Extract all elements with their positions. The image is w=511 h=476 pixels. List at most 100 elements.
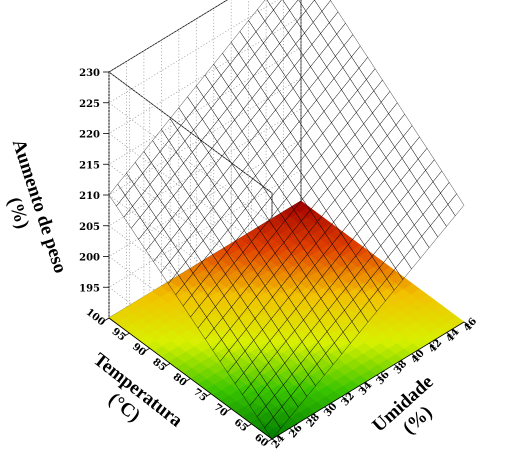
surface-cell bbox=[116, 194, 133, 218]
z-gridline bbox=[108, 0, 279, 225]
surface-cell bbox=[356, 101, 373, 125]
surface-cell bbox=[430, 214, 447, 238]
surface-cell bbox=[316, 88, 334, 112]
surface-cell bbox=[405, 224, 422, 248]
surface-cell bbox=[357, 79, 375, 102]
surface-cell bbox=[389, 224, 406, 247]
surface-cell bbox=[279, 32, 296, 56]
surface-cell bbox=[130, 217, 148, 240]
surface-cell bbox=[261, 53, 279, 77]
surface-cell bbox=[196, 74, 213, 98]
surface-cell bbox=[354, 123, 372, 147]
surface-cell bbox=[321, 144, 338, 168]
surface-cell bbox=[148, 195, 166, 218]
surface-cell bbox=[327, 177, 344, 201]
surface-cell bbox=[239, 20, 257, 43]
surface-cell bbox=[358, 56, 376, 80]
surface-cell bbox=[254, 42, 272, 66]
surface-cell bbox=[281, 132, 299, 155]
surface-cell bbox=[264, 9, 282, 33]
surface-cell bbox=[185, 107, 203, 131]
surface-cell bbox=[432, 170, 450, 194]
surface-cell bbox=[142, 162, 159, 185]
x-tick bbox=[393, 364, 400, 368]
surface-cell bbox=[342, 56, 360, 80]
surface-cell bbox=[302, 44, 320, 67]
surface-cell bbox=[360, 156, 378, 180]
surface-cell bbox=[409, 158, 426, 182]
z-tick-label: 225 bbox=[79, 99, 100, 110]
surface-cell bbox=[403, 246, 421, 270]
x-tick bbox=[359, 385, 365, 390]
x-tick bbox=[324, 406, 330, 411]
z-tick-label: 210 bbox=[79, 191, 100, 202]
surface-cell bbox=[315, 110, 332, 134]
surface-cell bbox=[179, 217, 197, 241]
surface-cell bbox=[259, 98, 276, 122]
surface-cell bbox=[366, 68, 383, 92]
surface-cell bbox=[310, 55, 327, 79]
surface-cell bbox=[388, 102, 405, 126]
surface-cell bbox=[149, 173, 167, 197]
surface-cell bbox=[447, 193, 465, 217]
surface-cell bbox=[329, 133, 347, 157]
surface-cell bbox=[363, 112, 381, 136]
surface-cell bbox=[380, 91, 398, 114]
y-tick bbox=[205, 393, 212, 397]
surface-cell bbox=[417, 147, 435, 171]
surface-cell bbox=[416, 169, 434, 193]
surface-cell bbox=[220, 64, 238, 87]
surface-cell bbox=[229, 196, 246, 220]
surface-cell bbox=[180, 195, 198, 219]
surface-cell bbox=[287, 165, 305, 189]
surface-cell bbox=[151, 151, 168, 174]
surface-cell bbox=[288, 21, 305, 45]
surface-cell bbox=[334, 188, 352, 212]
y-tick bbox=[124, 332, 130, 337]
surface-cell bbox=[342, 200, 359, 223]
surface-cell bbox=[393, 157, 410, 181]
surface-cell bbox=[244, 75, 262, 99]
surface-cell bbox=[222, 41, 239, 65]
surface-cell bbox=[333, 67, 351, 91]
surface-cell bbox=[412, 235, 430, 259]
x-tick bbox=[428, 342, 435, 347]
z-gridline bbox=[108, 47, 302, 286]
z-tick-label: 200 bbox=[79, 253, 100, 264]
x-tick bbox=[376, 374, 382, 379]
surface-cell bbox=[306, 121, 323, 145]
surface-cell bbox=[143, 140, 161, 163]
surface-cell bbox=[202, 229, 220, 252]
surface-cell bbox=[294, 54, 311, 78]
surface-cell bbox=[248, 9, 266, 33]
surface-cell bbox=[301, 66, 319, 90]
surface-cell bbox=[260, 76, 278, 99]
surface-cell bbox=[312, 155, 330, 178]
surface-cell bbox=[212, 196, 230, 220]
surface-cell bbox=[235, 86, 253, 110]
surface-cell bbox=[126, 161, 143, 185]
surface-cell bbox=[108, 183, 126, 207]
surface-cell bbox=[247, 153, 265, 177]
surface-cell bbox=[266, 0, 282, 11]
surface-cell bbox=[290, 121, 307, 145]
surface-cell bbox=[326, 55, 344, 79]
surface-cell bbox=[399, 191, 416, 215]
surface-cell bbox=[343, 34, 361, 58]
y-axis-title: Temperatura (°C) bbox=[89, 349, 187, 432]
z-tick-label: 230 bbox=[79, 68, 100, 79]
surface-cell bbox=[280, 154, 297, 177]
surface-cell bbox=[215, 152, 233, 176]
surface-cell bbox=[332, 89, 350, 113]
surface-cell bbox=[230, 31, 248, 54]
surface-cell bbox=[291, 99, 309, 122]
surface-cell bbox=[285, 65, 303, 89]
surface-cell bbox=[370, 123, 388, 147]
surface-cell bbox=[362, 134, 379, 158]
surface-cell bbox=[401, 147, 419, 171]
surface-cell bbox=[238, 42, 255, 66]
surface-cell bbox=[284, 87, 301, 111]
surface-cell bbox=[226, 97, 244, 121]
surface-cell bbox=[165, 173, 183, 197]
surface-cell bbox=[440, 182, 457, 205]
